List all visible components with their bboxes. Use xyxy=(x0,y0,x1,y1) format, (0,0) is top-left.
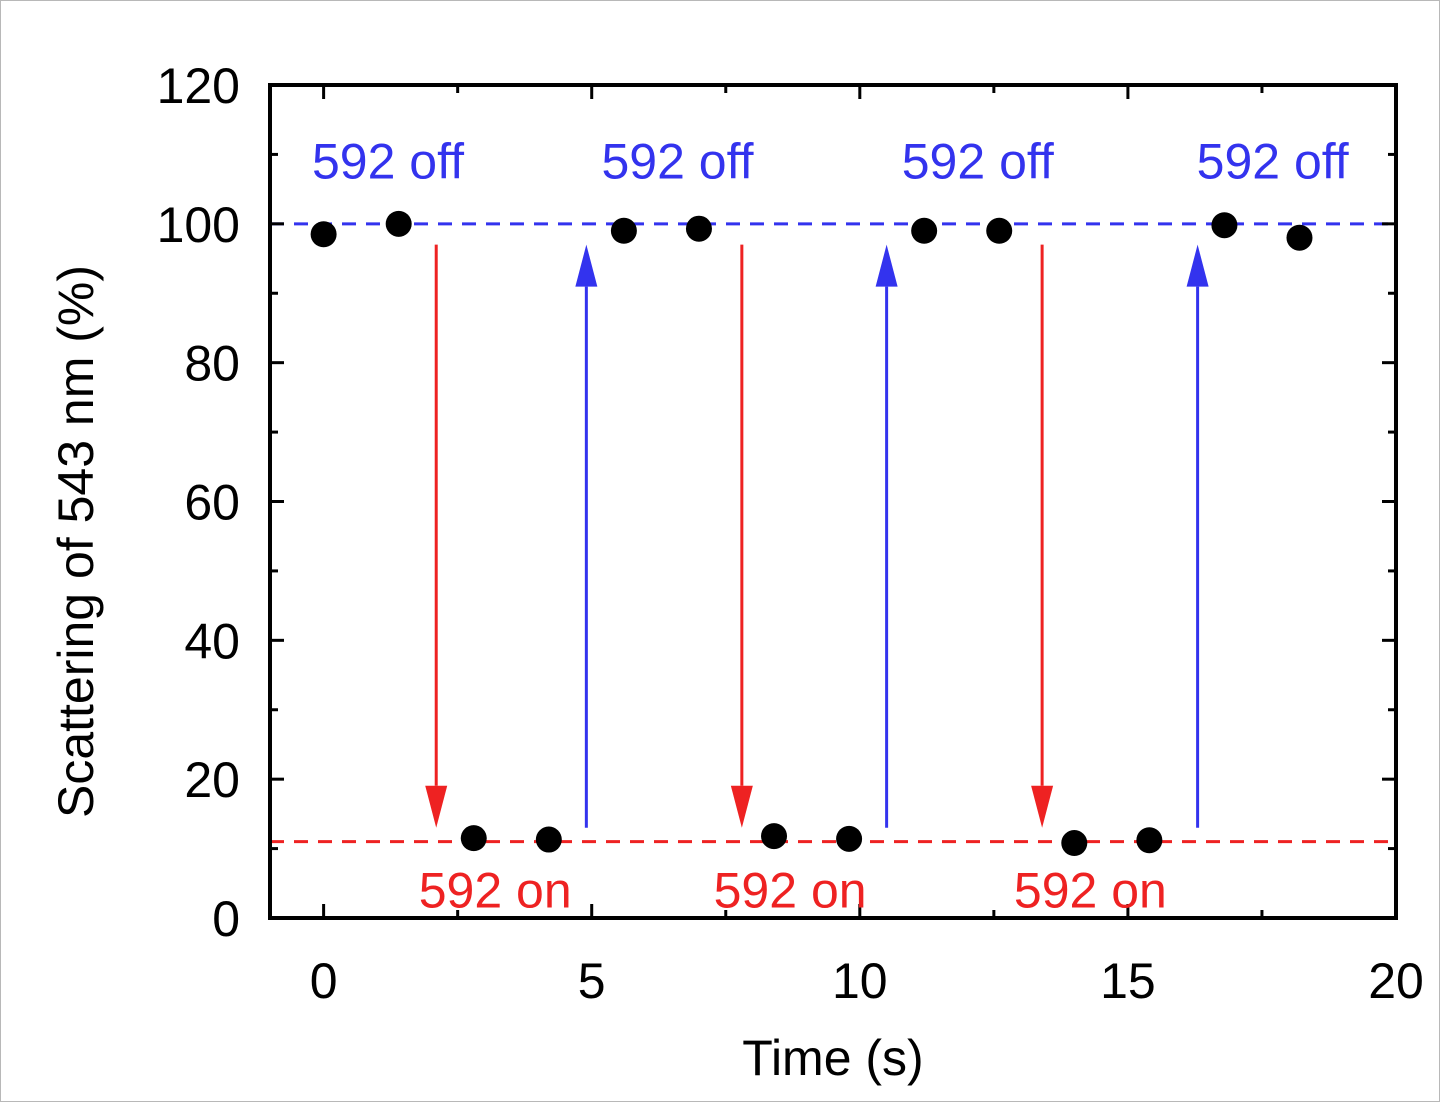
annotation-label: 592 off xyxy=(902,134,1054,190)
y-tick-label: 80 xyxy=(184,336,240,392)
axes: 0 5 10 15 20 0 20 40 60 80 100 120 xyxy=(157,58,1424,1009)
data-point xyxy=(911,217,938,244)
data-point xyxy=(761,823,788,850)
x-axis-title: Time (s) xyxy=(742,1030,923,1086)
data-points xyxy=(310,210,1313,857)
data-point xyxy=(385,210,412,237)
x-tick-label: 5 xyxy=(578,953,606,1009)
annotation-label: 592 off xyxy=(312,134,464,190)
y-tick-label: 120 xyxy=(157,58,240,114)
y-tick-label: 100 xyxy=(157,197,240,253)
transition-arrow xyxy=(1031,244,1054,828)
transition-arrow xyxy=(1186,244,1209,828)
y-axis-title: Scattering of 543 nm (%) xyxy=(48,265,104,818)
data-point xyxy=(986,217,1013,244)
arrow-head xyxy=(575,244,598,287)
data-point xyxy=(1211,212,1238,239)
annotation-label: 592 on xyxy=(419,863,572,919)
annotation-label: 592 on xyxy=(1014,863,1167,919)
annotation-label: 592 off xyxy=(1197,134,1349,190)
data-point xyxy=(610,217,637,244)
transition-arrow xyxy=(730,244,753,828)
annotation-label: 592 off xyxy=(601,134,753,190)
transition-arrow xyxy=(875,244,898,828)
data-point xyxy=(460,825,487,852)
data-point xyxy=(836,825,863,852)
data-point xyxy=(1136,827,1163,854)
x-tick-label: 0 xyxy=(310,953,338,1009)
x-tick-label: 15 xyxy=(1100,953,1156,1009)
data-point xyxy=(535,826,562,853)
annotations: 592 off 592 off 592 off 592 off 592 on 592 on… xyxy=(312,134,1349,919)
arrow-head xyxy=(425,785,448,828)
x-tick-label: 10 xyxy=(832,953,888,1009)
data-point xyxy=(1286,224,1313,251)
data-point xyxy=(310,221,337,248)
transition-arrows xyxy=(425,244,1209,828)
y-tick-label: 20 xyxy=(184,752,240,808)
y-tick-label: 60 xyxy=(184,475,240,531)
data-point xyxy=(1061,830,1088,857)
y-tick-label: 0 xyxy=(212,891,240,947)
y-tick-label: 40 xyxy=(184,613,240,669)
annotation-label: 592 on xyxy=(714,863,867,919)
arrow-head xyxy=(1186,244,1209,287)
x-tick-label: 20 xyxy=(1368,953,1424,1009)
transition-arrow xyxy=(425,244,448,828)
transition-arrow xyxy=(575,244,598,828)
data-point xyxy=(685,215,712,242)
arrow-head xyxy=(875,244,898,287)
reference-lines xyxy=(270,222,1396,844)
arrow-head xyxy=(730,785,753,828)
arrow-head xyxy=(1031,785,1054,828)
